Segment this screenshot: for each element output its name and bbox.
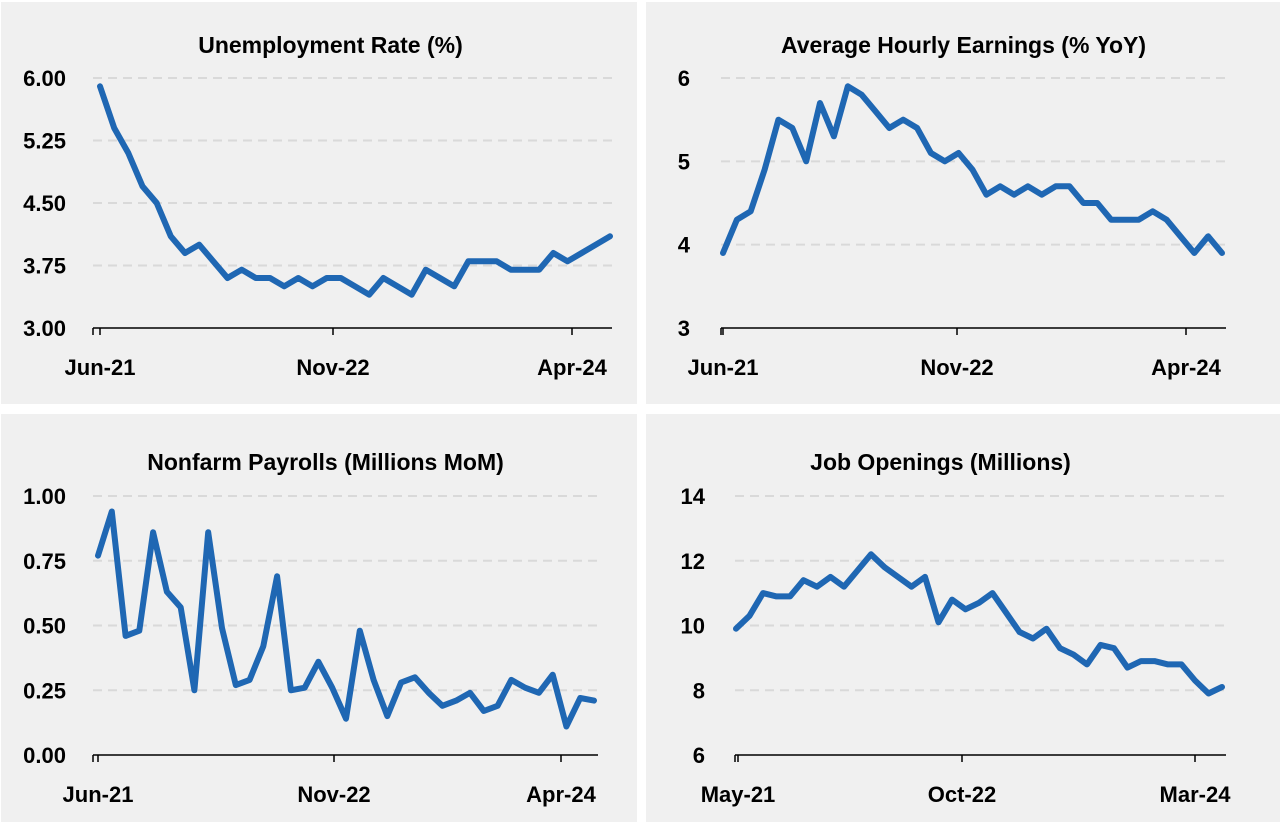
y-tick-label: 4 [678, 233, 691, 258]
chart-title: Unemployment Rate (%) [198, 32, 463, 58]
y-tick-label: 6 [693, 743, 705, 768]
series-line [733, 551, 1225, 697]
y-tick-label: 0.75 [23, 549, 66, 574]
chart-svg: Average Hourly Earnings (% YoY) 3 4 5 6 Jun-2… [678, 32, 1226, 380]
y-tick-label: 0.00 [23, 743, 66, 768]
x-tick-label: Apr-24 [526, 782, 596, 807]
x-tick-label: Jun-21 [688, 355, 759, 380]
y-tick-label: 5 [678, 149, 690, 174]
chart-title: Nonfarm Payrolls (Millions MoM) [147, 449, 504, 475]
y-tick-label: 6.00 [23, 66, 66, 91]
series-line [720, 83, 1225, 256]
x-tick-label: Nov-22 [297, 782, 370, 807]
y-tick-label: 12 [681, 549, 705, 574]
y-tick-label: 0.50 [23, 614, 66, 639]
x-tick-label: Apr-24 [1151, 355, 1221, 380]
y-tick-label: 6 [678, 66, 690, 91]
x-tick-label: May-21 [701, 782, 776, 807]
y-tick-label: 5.25 [23, 129, 66, 154]
chart-panel-hourly-earnings: Average Hourly Earnings (% YoY) 3 4 5 6 Jun-2… [646, 2, 1280, 404]
x-tick-label: Nov-22 [920, 355, 993, 380]
chart-title: Job Openings (Millions) [810, 449, 1071, 475]
chart-svg: Unemployment Rate (%) 3.00 3.75 4.50 5.25 6.0… [23, 32, 613, 380]
chart-svg: Nonfarm Payrolls (Millions MoM) 0.00 0.25 0… [23, 449, 598, 807]
x-tick-label: Oct-22 [928, 782, 996, 807]
series-line [97, 83, 613, 298]
chart-panel-unemployment: Unemployment Rate (%) 3.00 3.75 4.50 5.25 6.0… [1, 2, 637, 404]
y-tick-label: 0.25 [23, 678, 66, 703]
x-tick-label: Jun-21 [63, 782, 134, 807]
y-tick-label: 3 [678, 316, 690, 341]
y-tick-label: 3.75 [23, 254, 66, 279]
chart-svg: Job Openings (Millions) 6 8 10 12 14 May-21 Oct… [681, 449, 1232, 807]
x-tick-label: Jun-21 [65, 355, 136, 380]
chart-panel-nonfarm-payrolls: Nonfarm Payrolls (Millions MoM) 0.00 0.25 0… [1, 414, 637, 822]
y-tick-label: 14 [681, 484, 706, 509]
series-line [95, 508, 597, 730]
x-tick-label: Nov-22 [296, 355, 369, 380]
y-tick-label: 10 [681, 614, 705, 639]
x-tick-label: Apr-24 [537, 355, 607, 380]
chart-title: Average Hourly Earnings (% YoY) [781, 32, 1146, 58]
x-tick-label: Mar-24 [1160, 782, 1232, 807]
chart-panel-job-openings: Job Openings (Millions) 6 8 10 12 14 May-21 Oct… [646, 414, 1280, 822]
y-tick-label: 3.00 [23, 316, 66, 341]
y-tick-label: 8 [693, 678, 705, 703]
y-tick-label: 4.50 [23, 191, 66, 216]
y-tick-label: 1.00 [23, 484, 66, 509]
